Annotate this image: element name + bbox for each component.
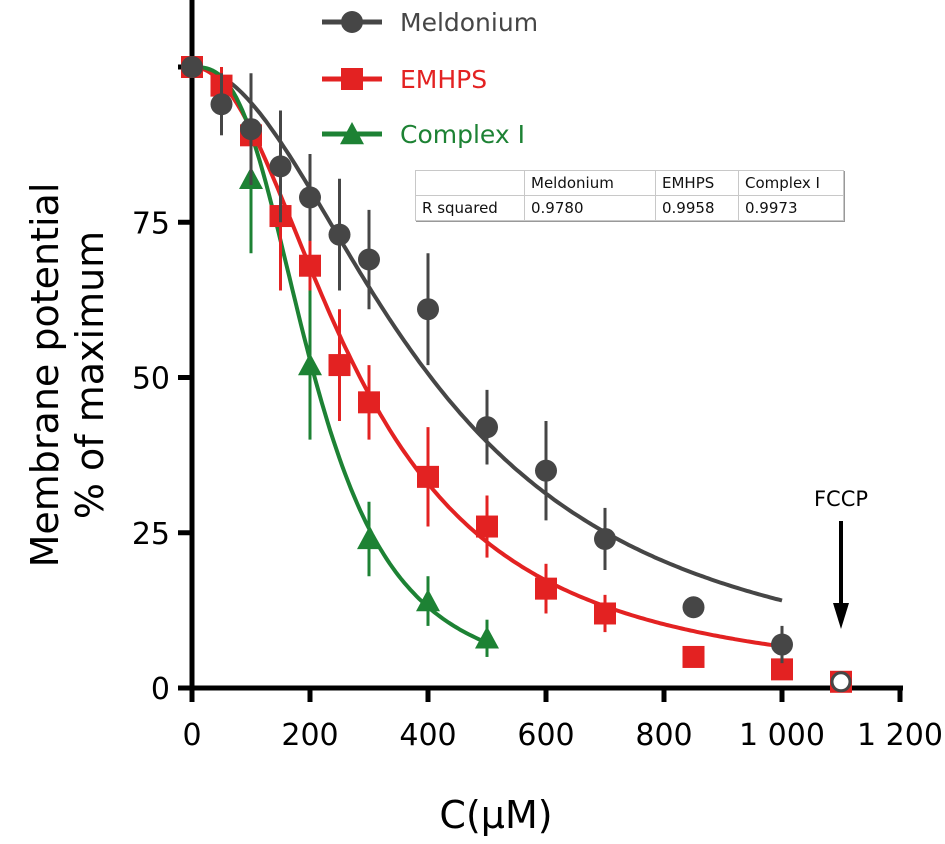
x-tick-label: 600 bbox=[517, 718, 574, 753]
point-complex-i bbox=[298, 353, 322, 376]
legend-marker-emhps bbox=[341, 68, 363, 90]
point-meldonium bbox=[682, 596, 705, 619]
point-complex-i bbox=[416, 589, 440, 612]
table-cell: 0.9780 bbox=[524, 195, 656, 221]
point-meldonium bbox=[240, 118, 262, 141]
point-emhps bbox=[476, 515, 498, 538]
table-header-cell: EMHPS bbox=[655, 170, 739, 196]
point-emhps bbox=[328, 354, 351, 377]
point-meldonium bbox=[771, 633, 793, 656]
point-emhps bbox=[594, 602, 616, 625]
y-tick-label: 25 bbox=[132, 517, 170, 552]
point-fccp-circle bbox=[830, 671, 852, 693]
data-points bbox=[181, 56, 852, 693]
fccp-label: FCCP bbox=[814, 487, 868, 511]
table-row: R squared 0.9780 0.9958 0.9973 bbox=[415, 195, 844, 221]
point-complex-i bbox=[357, 526, 381, 550]
point-meldonium bbox=[476, 416, 498, 439]
y-tick-label: 50 bbox=[132, 362, 170, 397]
x-tick-label: 0 bbox=[182, 718, 201, 753]
legend-item-emhps: EMHPS bbox=[322, 65, 487, 94]
point-meldonium bbox=[299, 186, 321, 209]
axes: 0 200 400 600 800 1 000 1 200 0 25 50 75 bbox=[132, 0, 943, 753]
point-meldonium bbox=[594, 527, 616, 550]
point-meldonium bbox=[535, 459, 557, 482]
fit-curve-complex-i bbox=[192, 65, 488, 645]
legend-marker-complex-i bbox=[340, 122, 364, 145]
point-emhps bbox=[771, 658, 793, 681]
point-meldonium bbox=[417, 298, 439, 321]
table-header-cell: Complex I bbox=[738, 170, 844, 196]
table-header-cell: Meldonium bbox=[524, 170, 656, 196]
point-emhps bbox=[299, 254, 321, 277]
table-header-cell bbox=[415, 170, 525, 196]
r-squared-table: Meldonium EMHPS Complex I R squared 0.97… bbox=[415, 170, 844, 221]
fccp-arrow-head bbox=[833, 603, 849, 629]
point-emhps bbox=[358, 391, 380, 414]
point-emhps bbox=[417, 465, 439, 488]
point-emhps bbox=[682, 645, 705, 668]
point-meldonium bbox=[328, 223, 351, 246]
fccp-annotation: FCCP bbox=[814, 487, 868, 629]
y-tick-label: 75 bbox=[132, 206, 170, 241]
table-header-row: Meldonium EMHPS Complex I bbox=[415, 170, 844, 196]
y-axis-title-line1: Membrane potential bbox=[23, 183, 67, 568]
x-tick-label: 400 bbox=[399, 718, 456, 753]
y-axis-title-line2: % of maximum bbox=[68, 231, 112, 519]
x-tick-label: 200 bbox=[281, 718, 338, 753]
x-tick-label: 800 bbox=[635, 718, 692, 753]
y-tick-label: 0 bbox=[151, 672, 170, 707]
point-meldonium bbox=[181, 56, 203, 78]
point-complex-i bbox=[475, 626, 499, 649]
point-emhps bbox=[535, 577, 557, 600]
legend-label: Complex I bbox=[400, 120, 525, 149]
point-meldonium bbox=[358, 248, 380, 271]
legend: Meldonium EMHPS Complex I bbox=[322, 8, 538, 149]
legend-marker-meldonium bbox=[341, 11, 363, 33]
table-cell: 0.9958 bbox=[655, 195, 739, 221]
point-meldonium bbox=[210, 93, 233, 116]
legend-label: Meldonium bbox=[400, 8, 538, 37]
legend-item-complex-i: Complex I bbox=[322, 120, 525, 149]
point-meldonium bbox=[269, 155, 292, 178]
legend-label: EMHPS bbox=[400, 65, 487, 94]
x-axis-title: C(μM) bbox=[439, 793, 552, 837]
x-tick-label: 1 200 bbox=[857, 718, 943, 753]
table-cell: 0.9973 bbox=[738, 195, 844, 221]
legend-item-meldonium: Meldonium bbox=[322, 8, 538, 37]
table-cell: R squared bbox=[415, 195, 525, 221]
x-tick-label: 1 000 bbox=[739, 718, 825, 753]
